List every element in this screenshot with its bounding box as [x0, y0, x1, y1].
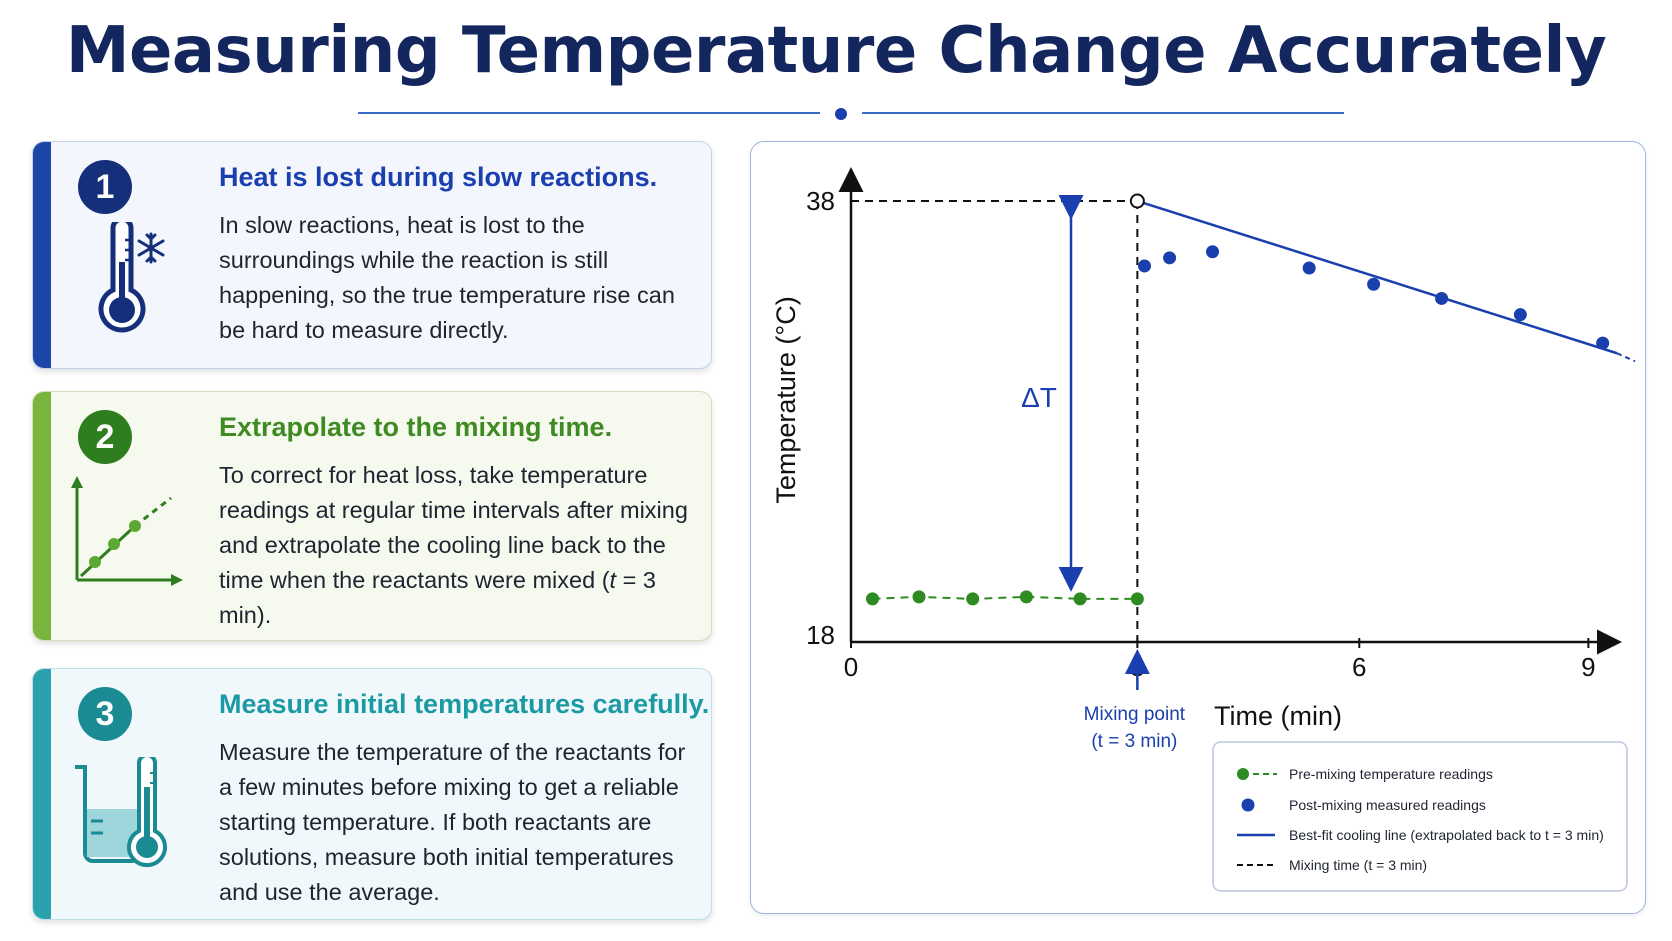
card-body-text: To correct for heat loss, take temperatu… — [219, 462, 688, 593]
best-fit-extension — [1616, 352, 1636, 363]
x-tick-label: 6 — [1352, 652, 1366, 682]
post-mixing-point — [1513, 308, 1527, 322]
time-variable: t — [609, 567, 617, 593]
pre-mixing-point — [1073, 592, 1087, 606]
beaker-thermometer-icon — [75, 757, 167, 868]
title-divider-left — [358, 112, 820, 114]
x-ticks: 0369 — [844, 638, 1596, 682]
mixing-point-time-label: (t = 3 min) — [1091, 731, 1177, 752]
card-title: Heat is lost during slow reactions. — [219, 162, 658, 192]
chart-series — [865, 193, 1636, 606]
card-body: Measure the temperature of the reactants… — [219, 739, 686, 905]
y-tick-label: 38 — [806, 186, 835, 216]
card-body-text-end: = 3 min). — [219, 567, 656, 628]
title-divider-right — [862, 112, 1344, 114]
legend-label-best-fit: Best-fit cooling line (extrapolated back… — [1289, 827, 1604, 843]
y-tick-label: 18 — [806, 620, 835, 650]
mixing-point-label: Mixing point — [1084, 704, 1186, 725]
thermometer-snowflake-icon — [98, 222, 165, 333]
legend-marker-pre-mixing — [1237, 768, 1277, 780]
legend-label-mixing-time: Mixing time (t = 3 min) — [1289, 857, 1427, 873]
snowflake-icon — [137, 232, 165, 264]
thermometer-icon — [127, 757, 167, 868]
pre-mixing-trend-line — [872, 595, 1138, 600]
pre-mixing-point — [1130, 592, 1144, 606]
post-mixing-point — [1138, 259, 1152, 273]
x-tick-label: 0 — [844, 652, 858, 682]
legend-label-post-mixing: Post-mixing measured readings — [1289, 797, 1486, 813]
card-title: Extrapolate to the mixing time. — [219, 412, 613, 442]
step-card-3: 3 Measure initial temperatures carefully… — [32, 668, 712, 920]
pre-mixing-point — [966, 592, 980, 606]
post-mixing-point — [1367, 277, 1381, 291]
step-card-1: 1 Heat is lost during slow reactions. In… — [32, 141, 712, 369]
best-fit-cooling-line — [1136, 199, 1618, 355]
post-mixing-point — [1596, 336, 1610, 350]
series-2 — [1129, 193, 1636, 363]
card-title: Measure initial temperatures carefully. — [219, 689, 710, 719]
post-mixing-point — [1302, 261, 1316, 275]
title-divider-dot — [835, 108, 847, 120]
pre-mixing-point — [912, 590, 926, 604]
delta-t-label: ΔT — [1021, 382, 1057, 413]
x-axis-label: Time (min) — [1214, 701, 1342, 731]
post-mixing-point — [1206, 245, 1220, 259]
step-number-badge: 3 — [78, 687, 132, 741]
step-card-2: 2 Extrapolate to the mixing time. To cor… — [32, 391, 712, 641]
card-body: To correct for heat loss, take temperatu… — [219, 458, 689, 633]
extrapolated-peak-point — [1129, 193, 1145, 209]
step-number-badge: 1 — [78, 160, 132, 214]
card-accent-bar — [33, 669, 51, 919]
pre-mixing-point — [865, 592, 879, 606]
post-mixing-point — [1163, 251, 1177, 265]
x-tick-label: 9 — [1581, 652, 1595, 682]
legend-label-pre-mixing: Pre-mixing temperature readings — [1289, 766, 1493, 782]
step-number-badge: 2 — [78, 410, 132, 464]
card-accent-bar — [33, 392, 51, 640]
y-axis-label: Temperature (°C) — [771, 296, 801, 503]
thermometer-icon — [98, 222, 146, 333]
card-accent-bar — [33, 142, 51, 368]
line-graph-icon — [71, 476, 183, 586]
card-body: In slow reactions, heat is lost to the s… — [219, 212, 675, 343]
page-title: Measuring Temperature Change Accurately — [65, 14, 1607, 88]
series-1 — [1138, 245, 1610, 350]
legend-box — [1212, 741, 1628, 892]
chart-legend: Pre-mixing temperature readings Post-mix… — [1212, 741, 1628, 892]
series-0 — [865, 590, 1144, 606]
pre-mixing-point — [1019, 590, 1033, 604]
legend-marker-post-mixing — [1241, 798, 1255, 812]
